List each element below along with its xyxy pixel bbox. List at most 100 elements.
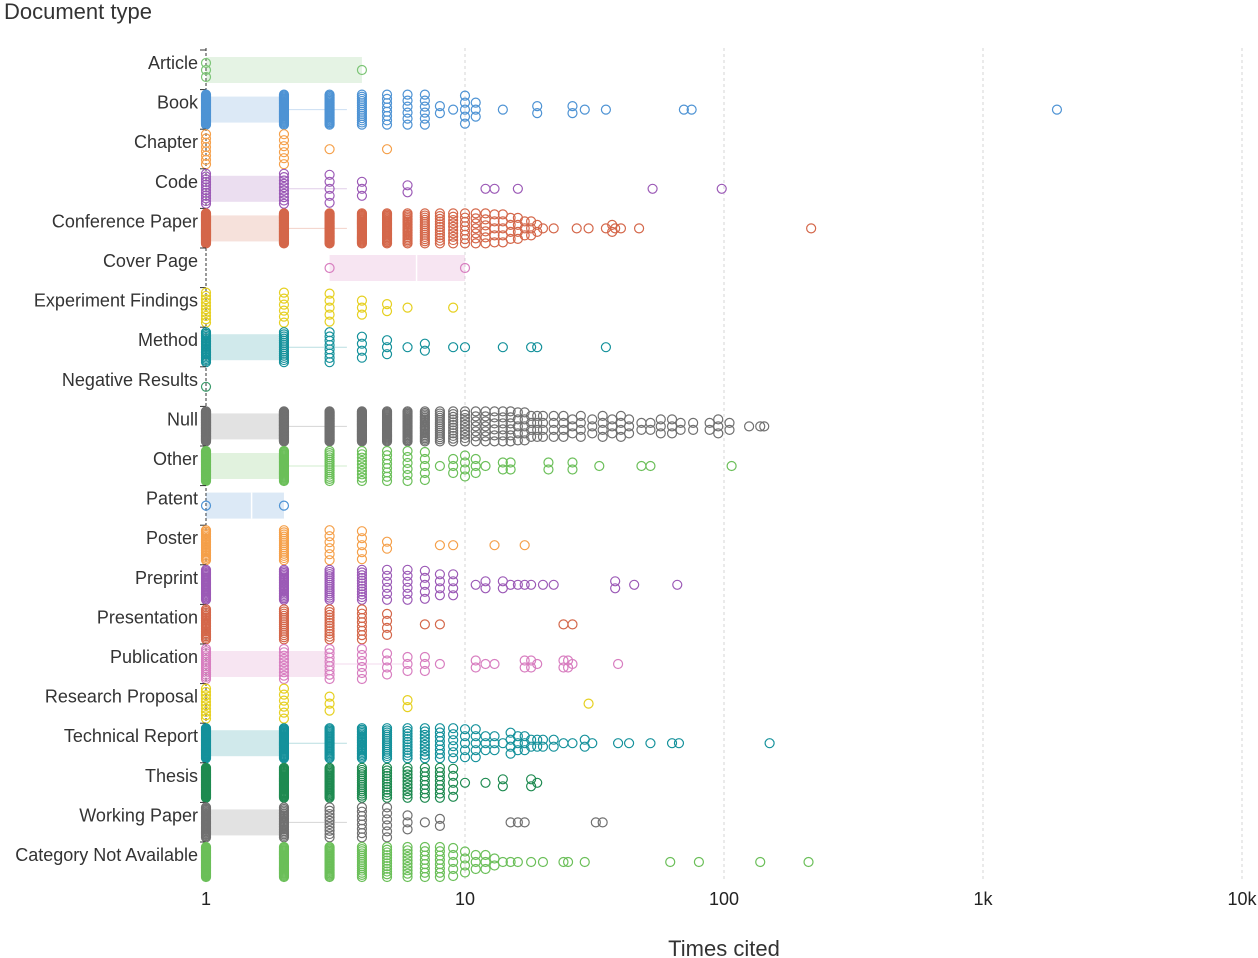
data-point [324,673,335,685]
data-point [480,226,491,237]
data-point [497,424,508,435]
data-point [470,213,481,224]
data-point [324,691,335,702]
data-point [434,867,446,878]
data-point [200,310,212,322]
data-point [489,540,500,551]
data-point [480,777,491,788]
data-point [356,64,368,76]
data-point [579,104,590,115]
data-point [402,861,413,873]
data-point [356,564,368,575]
data-point [459,409,471,420]
data-point [324,620,335,631]
data-point [381,847,393,858]
data-point [480,849,491,861]
data-point [459,457,471,468]
data-point [489,237,500,248]
data-point [558,431,569,442]
data-point [543,464,554,475]
data-point [724,424,735,435]
data-point [532,741,543,752]
data-point [532,410,543,421]
data-point [459,738,471,749]
data-point [381,335,393,346]
data-point [278,689,290,700]
data-point [480,238,491,249]
data-point [402,824,413,835]
data-point [489,738,500,749]
data-point [419,579,430,590]
data-point [470,745,481,756]
data-point [356,792,368,803]
data-point [497,418,508,429]
data-point [356,828,368,839]
data-point [200,174,212,185]
data-point [278,643,290,655]
data-point [448,419,459,431]
data-point [381,773,393,784]
category-row: Patent [146,485,290,519]
data-point [419,788,430,799]
data-point [278,305,290,316]
data-point [324,609,335,620]
data-point [567,464,578,475]
data-point [489,731,500,742]
data-point [448,540,459,551]
data-point [434,788,446,799]
data-point [434,871,446,883]
data-point [278,683,290,694]
data-point [324,825,335,836]
data-point [324,828,335,840]
data-point [402,469,413,481]
data-point [402,858,413,869]
data-point [497,856,508,868]
data-point [448,753,459,764]
data-point [526,655,537,666]
data-point [448,856,459,868]
data-point [419,119,430,130]
data-point [532,342,543,353]
data-point [470,416,481,427]
data-point [526,223,537,234]
data-point [470,431,481,442]
data-point [548,410,559,421]
data-point [755,421,766,432]
data-point [278,293,290,304]
data-point [1051,104,1063,115]
data-point [558,410,569,421]
data-point [278,153,290,164]
data-point [419,345,430,356]
data-point [434,235,446,246]
data-point [356,661,368,673]
data-point [571,223,582,234]
category-label: Negative Results [62,370,198,390]
data-point [448,770,459,781]
data-point [324,316,335,327]
data-point [567,457,578,468]
data-point [200,304,212,315]
data-point [512,183,523,194]
data-point [356,469,368,480]
data-point [324,822,335,833]
data-point [470,111,481,122]
data-point [678,104,689,115]
data-point [402,445,413,457]
category-row: Article [148,49,368,83]
data-point [381,349,393,360]
data-point [459,860,471,871]
data-point [532,431,543,442]
data-point [324,802,335,813]
box-iqr [206,453,284,479]
data-point [381,144,393,155]
data-point [324,698,335,709]
box-iqr [206,809,284,836]
data-point [459,234,471,245]
data-point [583,698,594,709]
data-point [200,696,212,708]
data-point [356,475,368,487]
data-point [356,581,368,592]
data-point [356,176,368,187]
data-point [324,594,335,605]
category-row: Technical Report [64,722,775,764]
